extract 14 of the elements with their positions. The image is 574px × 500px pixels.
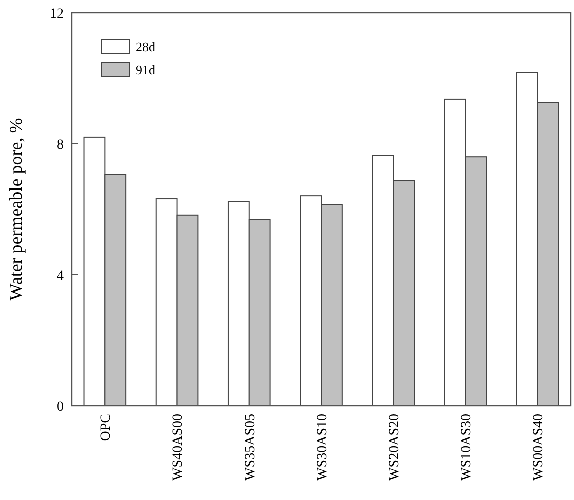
x-tick-label: WS30AS10: [315, 414, 330, 481]
y-tick-label: 12: [50, 6, 64, 22]
x-tick-label: WS40AS00: [171, 414, 186, 481]
x-tick-label: WS20AS20: [388, 414, 403, 481]
legend-label: 28d: [136, 40, 156, 55]
x-tick-label: WS35AS05: [243, 414, 258, 481]
y-tick-label: 4: [57, 268, 64, 284]
x-tick-label: OPC: [99, 414, 114, 442]
y-tick-label: 8: [57, 138, 64, 153]
x-tick-label: WS10AS30: [460, 414, 475, 481]
y-axis-title: Water permeable pore, %: [6, 118, 26, 301]
y-tick-label: 0: [57, 400, 64, 415]
legend-label: 91d: [136, 62, 156, 78]
x-tick-label: WS00AS40: [532, 414, 547, 481]
